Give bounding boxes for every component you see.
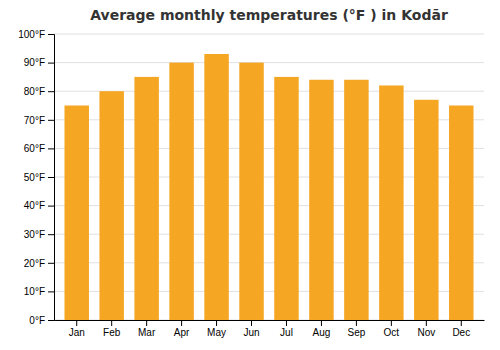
x-tick-line [356,320,357,326]
x-tick-line [426,320,427,326]
x-tick-line [461,320,462,326]
bar [274,77,298,320]
x-tick-line [251,320,252,326]
x-tick-line [76,320,77,326]
y-tick: 90°F [24,57,54,68]
x-axis: Jan Feb Mar Apr May Jun Jul Aug Sep Oct Nov Dec [55,320,485,338]
y-tick-line [48,120,54,121]
x-tick-line [321,320,322,326]
bar [379,85,403,320]
x-tick-line [111,320,112,326]
y-tick-line [48,320,54,321]
x-tick: Sep [347,320,365,338]
x-tick-label: Jul [280,327,293,338]
x-tick-label: Mar [138,327,156,338]
bar [64,106,88,321]
x-tick: Mar [138,320,156,338]
y-tick-line [48,63,54,64]
x-tick: Jun [243,320,259,338]
x-tick-label: Oct [384,327,400,338]
x-tick-label: Nov [417,327,435,338]
bar [414,100,438,320]
x-tick-label: Feb [103,327,121,338]
y-tick-label: 10°F [24,286,45,297]
x-tick-label: Apr [174,327,190,338]
y-axis-line [48,35,55,321]
bar [204,54,228,320]
y-axis: 0°F 10°F 20°F 30°F 40°F 50°F 60°F 70°F 80°F 90°F 1… [18,29,54,326]
title: Average monthly temperatures (°F ) in Ko… [90,7,448,23]
x-tick-line [286,320,287,326]
y-tick: 0°F [29,315,54,326]
y-tick-line [48,234,54,235]
y-tick-line [48,291,54,292]
chart-container: Jan Feb Mar Apr May Jun Jul Aug Sep Oct Nov Dec 0°F 1… [0,0,500,350]
x-tick: Jul [280,320,293,338]
x-tick-label: May [207,327,226,338]
y-tick-label: 70°F [24,115,45,126]
x-tick-label: Sep [347,327,365,338]
y-tick-label: 20°F [24,258,45,269]
y-tick-line [48,148,54,149]
y-tick: 20°F [24,258,54,269]
bar [449,106,473,321]
bar [169,63,193,320]
grid [54,34,484,320]
y-tick-label: 60°F [24,143,45,154]
x-tick: Jan [69,320,85,338]
y-tick: 80°F [24,86,54,97]
x-tick: Apr [174,320,190,338]
chart: Jan Feb Mar Apr May Jun Jul Aug Sep Oct Nov Dec 0°F 1… [0,0,500,350]
x-tick: Nov [417,320,435,338]
x-tick: Aug [313,320,331,338]
y-tick-label: 40°F [24,200,45,211]
y-tick: 100°F [18,29,54,40]
y-tick: 70°F [24,115,54,126]
grid-line [54,34,484,35]
y-tick-label: 30°F [24,229,45,240]
y-tick-label: 90°F [24,57,45,68]
x-tick-line [391,320,392,326]
bar [99,91,123,320]
plot-area [64,54,473,320]
x-tick-label: Jun [243,327,259,338]
bar [239,63,263,320]
x-tick-label: Dec [452,327,470,338]
y-tick-line [48,34,54,35]
y-tick: 60°F [24,143,54,154]
x-tick-label: Aug [313,327,331,338]
bar [309,80,333,320]
x-axis-line [55,320,485,321]
y-tick-line [48,206,54,207]
y-tick: 30°F [24,229,54,240]
x-tick: Feb [103,320,121,338]
y-tick-label: 80°F [24,86,45,97]
x-tick-line [181,320,182,326]
y-tick-label: 50°F [24,172,45,183]
y-tick-line [48,263,54,264]
x-tick: Dec [452,320,470,338]
y-tick: 50°F [24,172,54,183]
bar [134,77,158,320]
x-tick-line [216,320,217,326]
y-tick-label: 0°F [29,315,45,326]
x-tick-line [146,320,147,326]
y-tick-label: 100°F [18,29,45,40]
bar [344,80,368,320]
x-tick-label: Jan [69,327,85,338]
x-tick: May [207,320,226,338]
y-tick: 40°F [24,200,54,211]
y-tick-line [48,177,54,178]
y-tick-line [48,91,54,92]
x-tick: Oct [384,320,400,338]
y-tick: 10°F [24,286,54,297]
grid-line [54,62,484,63]
